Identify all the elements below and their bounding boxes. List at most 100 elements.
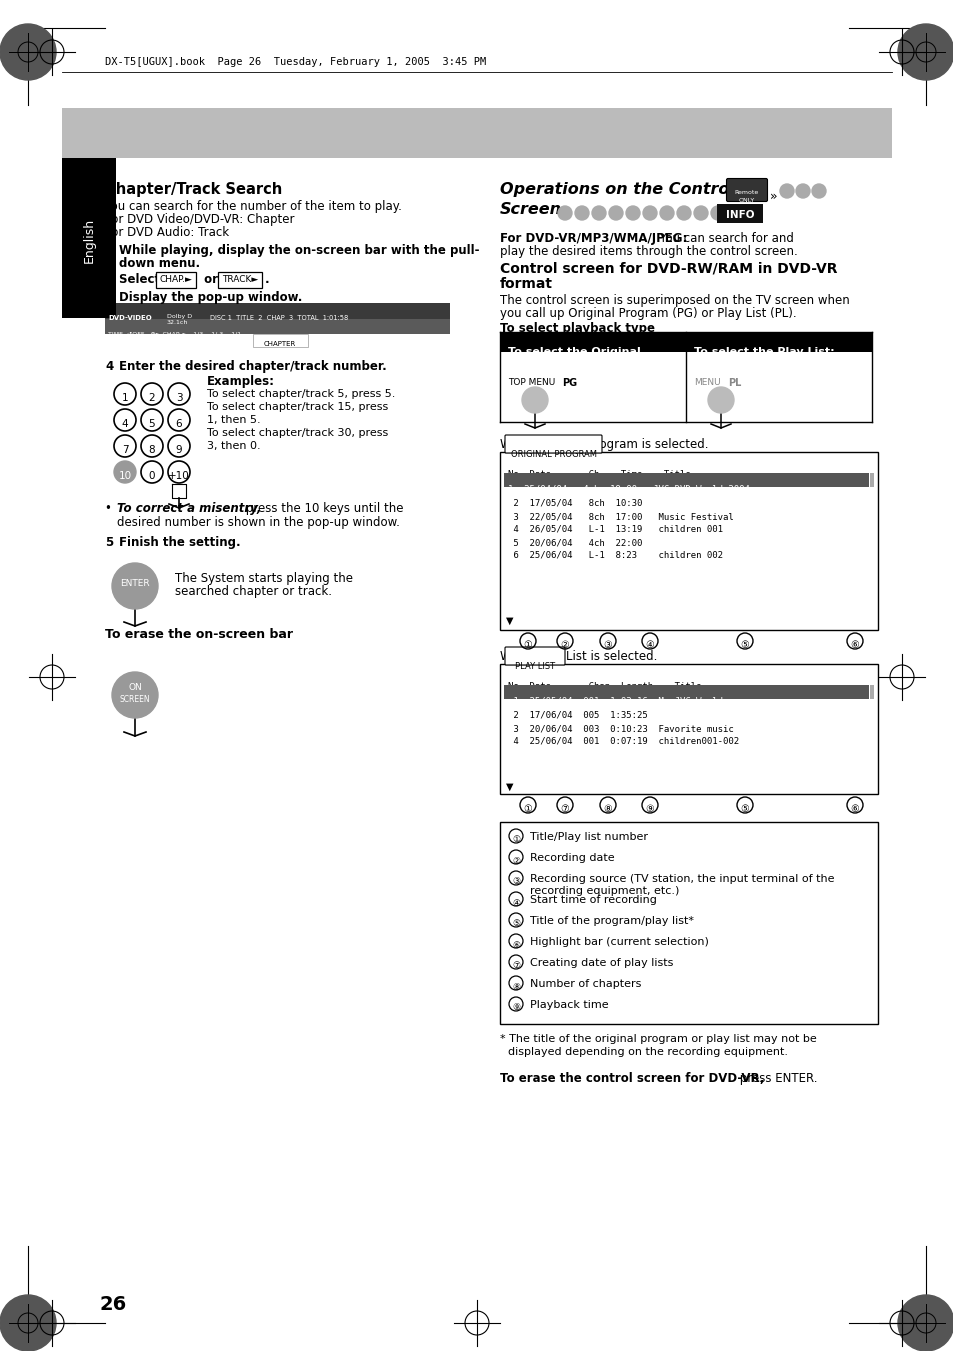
Circle shape bbox=[608, 205, 622, 220]
Text: 32.1ch: 32.1ch bbox=[167, 320, 188, 326]
Text: 5: 5 bbox=[105, 536, 113, 549]
Text: ⑧: ⑧ bbox=[603, 804, 612, 815]
Text: desired number is shown in the pop-up window.: desired number is shown in the pop-up wi… bbox=[117, 516, 399, 530]
Text: 3, then 0.: 3, then 0. bbox=[207, 440, 260, 451]
Circle shape bbox=[0, 24, 56, 80]
Text: Start time of recording: Start time of recording bbox=[530, 894, 657, 905]
Text: No  Date       Ch    Time    Title: No Date Ch Time Title bbox=[507, 470, 690, 480]
Text: ONLY: ONLY bbox=[739, 199, 755, 204]
FancyBboxPatch shape bbox=[156, 272, 195, 288]
Text: 3  20/06/04  003  0:10:23  Favorite music: 3 20/06/04 003 0:10:23 Favorite music bbox=[507, 724, 733, 734]
Text: ⑥: ⑥ bbox=[850, 804, 859, 815]
Circle shape bbox=[677, 205, 690, 220]
Text: ORIGINAL PROGRAM: ORIGINAL PROGRAM bbox=[511, 450, 597, 459]
Text: You can search for the number of the item to play.: You can search for the number of the ite… bbox=[105, 200, 401, 213]
Text: 3: 3 bbox=[175, 393, 182, 403]
Text: PL: PL bbox=[727, 378, 740, 388]
Text: ④: ④ bbox=[512, 898, 519, 908]
Circle shape bbox=[659, 205, 673, 220]
Text: TIME  ↺OFF   ⊕► CHAP. ►   1/3    1/ 3    1/1: TIME ↺OFF ⊕► CHAP. ► 1/3 1/ 3 1/1 bbox=[108, 332, 241, 336]
Text: 2: 2 bbox=[105, 273, 113, 286]
Circle shape bbox=[780, 184, 793, 199]
Circle shape bbox=[897, 24, 953, 80]
Text: ⑨: ⑨ bbox=[645, 804, 654, 815]
Text: 2  17/06/04  005  1:35:25: 2 17/06/04 005 1:35:25 bbox=[507, 711, 647, 720]
Circle shape bbox=[642, 205, 657, 220]
Text: ▼: ▼ bbox=[505, 782, 513, 792]
Text: press the 10 keys until the: press the 10 keys until the bbox=[242, 503, 403, 515]
Text: English: English bbox=[82, 218, 95, 262]
Text: 1  25/04/04   4ch  19:00   JVC DVD World 2004: 1 25/04/04 4ch 19:00 JVC DVD World 2004 bbox=[507, 485, 749, 494]
Text: TRACK►: TRACK► bbox=[222, 274, 258, 284]
Text: No  Date       Chap  Length    Title: No Date Chap Length Title bbox=[507, 682, 700, 690]
Text: searched chapter or track.: searched chapter or track. bbox=[174, 585, 332, 598]
Circle shape bbox=[897, 1296, 953, 1351]
Text: 10: 10 bbox=[118, 471, 132, 481]
Bar bbox=[499, 821, 877, 1024]
Bar bbox=[503, 685, 868, 698]
Circle shape bbox=[625, 205, 639, 220]
Text: displayed depending on the recording equipment.: displayed depending on the recording equ… bbox=[507, 1047, 787, 1056]
Circle shape bbox=[0, 1296, 56, 1351]
Text: 1: 1 bbox=[122, 393, 128, 403]
Text: 2  17/05/04   8ch  10:30: 2 17/05/04 8ch 10:30 bbox=[507, 499, 641, 508]
Text: CHAPTER: CHAPTER bbox=[264, 340, 295, 347]
Text: down menu.: down menu. bbox=[119, 257, 200, 270]
Text: ②: ② bbox=[560, 640, 569, 650]
Text: DVD-VIDEO: DVD-VIDEO bbox=[108, 315, 152, 322]
Text: 1: 1 bbox=[105, 245, 113, 257]
Bar bbox=[105, 319, 450, 334]
Circle shape bbox=[710, 205, 724, 220]
Text: +10: +10 bbox=[168, 471, 190, 481]
Text: To erase the control screen for DVD-VR,: To erase the control screen for DVD-VR, bbox=[499, 1071, 763, 1085]
Bar bbox=[499, 332, 685, 353]
Text: ⑧: ⑧ bbox=[512, 982, 519, 992]
Text: Examples:: Examples: bbox=[207, 376, 274, 388]
Bar bbox=[253, 334, 308, 347]
Text: 5: 5 bbox=[149, 419, 155, 430]
Text: The System starts playing the: The System starts playing the bbox=[174, 571, 353, 585]
FancyBboxPatch shape bbox=[726, 178, 767, 201]
Text: PG: PG bbox=[561, 378, 577, 388]
Text: Highlight bar (current selection): Highlight bar (current selection) bbox=[530, 938, 708, 947]
Text: For DVD-VR/MP3/WMA/JPEG:: For DVD-VR/MP3/WMA/JPEG: bbox=[499, 232, 687, 245]
Text: 6  25/06/04   L-1  8:23    children 002: 6 25/06/04 L-1 8:23 children 002 bbox=[507, 551, 722, 561]
Text: 9: 9 bbox=[175, 444, 182, 455]
FancyBboxPatch shape bbox=[504, 435, 601, 453]
FancyBboxPatch shape bbox=[717, 204, 762, 223]
Bar bbox=[499, 453, 877, 630]
Bar bbox=[499, 663, 877, 794]
Text: To select chapter/track 15, press: To select chapter/track 15, press bbox=[207, 403, 388, 412]
Text: 6: 6 bbox=[175, 419, 182, 430]
Text: Remote: Remote bbox=[734, 190, 759, 196]
Text: Enter the desired chapter/track number.: Enter the desired chapter/track number. bbox=[119, 359, 386, 373]
Text: ③: ③ bbox=[603, 640, 612, 650]
Text: Dolby D: Dolby D bbox=[167, 313, 192, 319]
Text: 2: 2 bbox=[149, 393, 155, 403]
Bar bbox=[869, 473, 873, 486]
Circle shape bbox=[558, 205, 572, 220]
Text: Operations on the Control: Operations on the Control bbox=[499, 182, 734, 197]
Text: 5  20/06/04   4ch  22:00: 5 20/06/04 4ch 22:00 bbox=[507, 538, 641, 547]
Text: Select: Select bbox=[119, 273, 164, 286]
Text: ⑥: ⑥ bbox=[512, 940, 519, 950]
Text: play the desired items through the control screen.: play the desired items through the contr… bbox=[499, 245, 797, 258]
Text: DX-T5[UGUX].book  Page 26  Tuesday, February 1, 2005  3:45 PM: DX-T5[UGUX].book Page 26 Tuesday, Februa… bbox=[105, 57, 486, 68]
Text: 1, then 5.: 1, then 5. bbox=[207, 415, 260, 426]
Text: Title of the program/play list*: Title of the program/play list* bbox=[530, 916, 693, 925]
Bar bbox=[62, 158, 116, 317]
Circle shape bbox=[693, 205, 707, 220]
Text: ④: ④ bbox=[645, 640, 654, 650]
Text: ①: ① bbox=[523, 804, 532, 815]
Text: Recording date: Recording date bbox=[530, 852, 614, 863]
Text: ENTER: ENTER bbox=[120, 580, 150, 589]
Text: you call up Original Program (PG) or Play List (PL).: you call up Original Program (PG) or Pla… bbox=[499, 307, 796, 320]
Text: Finish the setting.: Finish the setting. bbox=[119, 536, 240, 549]
Text: 4  25/06/04  001  0:07:19  children001-002: 4 25/06/04 001 0:07:19 children001-002 bbox=[507, 738, 739, 746]
Text: •: • bbox=[105, 503, 115, 515]
Text: To correct a misentry,: To correct a misentry, bbox=[117, 503, 261, 515]
Text: When Play List is selected.: When Play List is selected. bbox=[499, 650, 657, 663]
Text: »: » bbox=[769, 190, 777, 203]
Bar bbox=[686, 332, 871, 353]
Text: You can search for and: You can search for and bbox=[656, 232, 793, 245]
